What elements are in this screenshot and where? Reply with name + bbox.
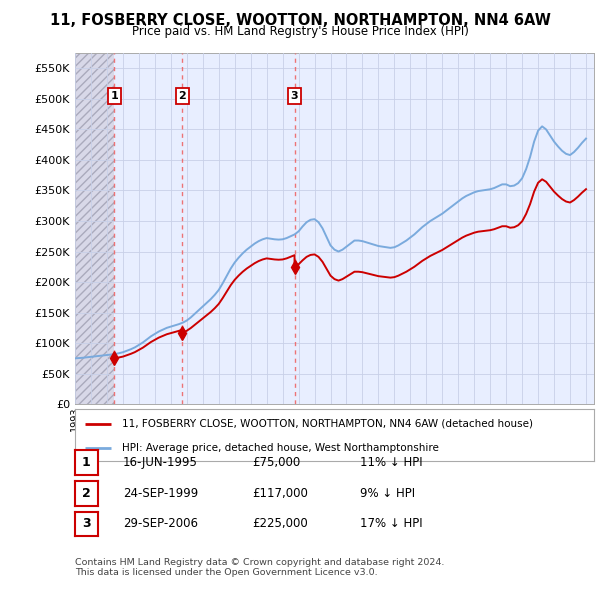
Text: 11, FOSBERRY CLOSE, WOOTTON, NORTHAMPTON, NN4 6AW (detached house): 11, FOSBERRY CLOSE, WOOTTON, NORTHAMPTON… — [122, 419, 533, 429]
Text: 29-SEP-2006: 29-SEP-2006 — [123, 517, 198, 530]
Text: 16-JUN-1995: 16-JUN-1995 — [123, 456, 198, 469]
Text: 2: 2 — [82, 487, 91, 500]
Text: £75,000: £75,000 — [252, 456, 300, 469]
Text: 9% ↓ HPI: 9% ↓ HPI — [360, 487, 415, 500]
Text: Price paid vs. HM Land Registry's House Price Index (HPI): Price paid vs. HM Land Registry's House … — [131, 25, 469, 38]
Text: 3: 3 — [291, 91, 298, 101]
Text: 11, FOSBERRY CLOSE, WOOTTON, NORTHAMPTON, NN4 6AW: 11, FOSBERRY CLOSE, WOOTTON, NORTHAMPTON… — [50, 13, 550, 28]
Text: £225,000: £225,000 — [252, 517, 308, 530]
Text: 11% ↓ HPI: 11% ↓ HPI — [360, 456, 422, 469]
Text: 17% ↓ HPI: 17% ↓ HPI — [360, 517, 422, 530]
Text: 1: 1 — [82, 456, 91, 469]
Text: £117,000: £117,000 — [252, 487, 308, 500]
Text: 24-SEP-1999: 24-SEP-1999 — [123, 487, 198, 500]
Text: This data is licensed under the Open Government Licence v3.0.: This data is licensed under the Open Gov… — [75, 568, 377, 577]
Text: HPI: Average price, detached house, West Northamptonshire: HPI: Average price, detached house, West… — [122, 443, 439, 453]
Text: 1: 1 — [110, 91, 118, 101]
Text: 2: 2 — [179, 91, 187, 101]
Text: 3: 3 — [82, 517, 91, 530]
Bar — [75, 53, 114, 404]
Text: Contains HM Land Registry data © Crown copyright and database right 2024.: Contains HM Land Registry data © Crown c… — [75, 558, 445, 566]
